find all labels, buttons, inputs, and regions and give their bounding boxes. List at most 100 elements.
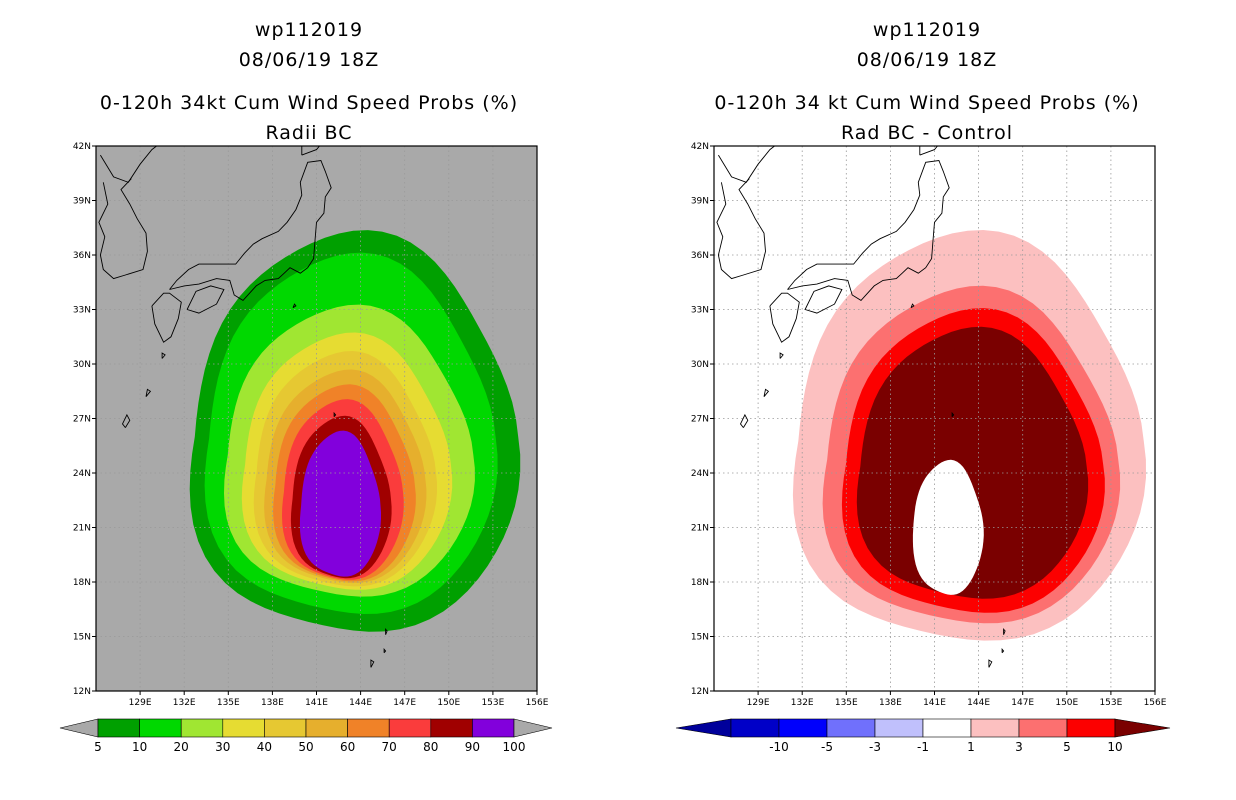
colorbar-label: 3 xyxy=(1015,740,1023,754)
coastline-segment xyxy=(1001,647,1005,654)
coastline-segment xyxy=(151,292,182,343)
colorbar-swatch xyxy=(778,718,828,738)
coastline-segment xyxy=(951,411,955,417)
y-tick-label: 18N xyxy=(73,578,91,588)
colorbar-label: -5 xyxy=(821,740,833,754)
y-tick-label: 21N xyxy=(691,524,709,534)
coastline-segment xyxy=(804,285,843,314)
coastline-segment xyxy=(718,146,800,183)
colorbar-label: 5 xyxy=(1063,740,1071,754)
left-panel: wp112019 08/06/19 18Z 0-120h 34kt Cum Wi… xyxy=(59,19,553,754)
colorbar-label: -1 xyxy=(917,740,929,754)
x-tick-label: 147E xyxy=(393,698,416,708)
y-tick-label: 39N xyxy=(73,197,91,207)
coastline-segment xyxy=(383,647,387,654)
coastline-segment xyxy=(292,303,297,309)
colorbar-under-triangle xyxy=(59,718,99,738)
colorbar-over-triangle xyxy=(513,718,553,738)
x-tick-label: 141E xyxy=(305,698,328,708)
y-tick-label: 15N xyxy=(73,633,91,643)
coastline-segment xyxy=(685,459,689,466)
colorbar-swatch xyxy=(1066,718,1116,738)
left-title-line-2: 08/06/19 18Z xyxy=(239,49,380,71)
y-tick-label: 30N xyxy=(73,360,91,370)
coastline-segment xyxy=(763,388,770,397)
right-title-line-4: Rad BC - Control xyxy=(841,122,1013,144)
colorbar-swatch xyxy=(97,718,140,738)
x-tick-label: 153E xyxy=(1099,698,1122,708)
y-tick-label: 30N xyxy=(691,360,709,370)
x-tick-label: 138E xyxy=(261,698,284,708)
colorbar-swatch xyxy=(222,718,265,738)
coastline-segment xyxy=(186,285,225,314)
right-title-line-3: 0-120h 34 kt Cum Wind Speed Probs (%) xyxy=(714,92,1139,114)
coastline-segment xyxy=(769,292,800,343)
coastline-segment xyxy=(169,160,332,301)
grid xyxy=(714,146,1155,691)
colorbar-swatch xyxy=(922,718,972,738)
coastline-segment xyxy=(739,413,749,428)
coastline-segment xyxy=(145,388,152,397)
colorbar-label: 70 xyxy=(382,740,397,754)
colorbar-swatch xyxy=(430,718,473,738)
y-tick-label: 33N xyxy=(691,306,709,316)
y-tick-label: 36N xyxy=(691,251,709,261)
coastline-segment xyxy=(370,659,375,668)
colorbar-label: 100 xyxy=(503,740,526,754)
y-tick-label: 27N xyxy=(691,415,709,425)
y-tick-label: 24N xyxy=(691,469,709,479)
y-tick-label: 42N xyxy=(691,142,709,152)
x-tick-label: 144E xyxy=(967,698,990,708)
coastline-segment xyxy=(988,659,993,668)
colorbar-swatch xyxy=(826,718,876,738)
right-colorbar: -10 -5 -3 -1 1 3 5 10 xyxy=(675,718,1171,754)
y-tick-label: 18N xyxy=(691,578,709,588)
x-tick-label: 147E xyxy=(1011,698,1034,708)
right-title-line-2: 08/06/19 18Z xyxy=(857,49,998,71)
colorbar-label: 80 xyxy=(423,740,438,754)
colorbar-label: 10 xyxy=(1107,740,1122,754)
coastline-segment xyxy=(385,627,388,635)
y-tick-label: 42N xyxy=(73,142,91,152)
x-tick-label: 156E xyxy=(1144,698,1167,708)
x-tick-label: 150E xyxy=(1055,698,1078,708)
right-panel: wp112019 08/06/19 18Z 0-120h 34 kt Cum W… xyxy=(675,19,1171,754)
x-tick-label: 138E xyxy=(879,698,902,708)
coastline-segment xyxy=(121,413,131,428)
right-map: 42N 39N 36N 33N 30N 27N 24N 21N 18N 15N 12N 129E 132… xyxy=(685,142,1167,708)
x-tick-label: 135E xyxy=(835,698,858,708)
colorbar-label: 20 xyxy=(174,740,189,754)
contour-level-90 xyxy=(299,430,381,577)
left-title-line-3: 0-120h 34kt Cum Wind Speed Probs (%) xyxy=(100,92,518,114)
coastline-segment xyxy=(779,352,784,359)
y-tick-label: 27N xyxy=(73,415,91,425)
coastline-segment xyxy=(910,303,915,309)
y-tick-label: 15N xyxy=(691,633,709,643)
x-tick-label: 141E xyxy=(923,698,946,708)
colorbar-label: 1 xyxy=(967,740,975,754)
left-colorbar: 5 10 20 30 40 50 60 70 80 90 100 xyxy=(59,718,553,754)
colorbar-label: 10 xyxy=(132,740,147,754)
coastline-segment xyxy=(67,459,71,466)
colorbar-label: 30 xyxy=(215,740,230,754)
y-tick-label: 39N xyxy=(691,197,709,207)
colorbar-swatch xyxy=(472,718,515,738)
x-tick-label: 150E xyxy=(437,698,460,708)
coastline-segment xyxy=(100,146,182,183)
coastline-segment xyxy=(1003,627,1006,635)
coastline-segment xyxy=(333,411,337,417)
y-tick-label: 12N xyxy=(73,687,91,697)
colorbar-label: 5 xyxy=(94,740,102,754)
colorbar-label: -3 xyxy=(869,740,881,754)
y-tick-label: 33N xyxy=(73,306,91,316)
colorbar-label: 90 xyxy=(465,740,480,754)
coastline-segment xyxy=(98,178,148,280)
coastline-segment xyxy=(161,352,166,359)
coastlines xyxy=(67,146,388,668)
colorbar-swatch xyxy=(347,718,390,738)
left-title-line-4: Radii BC xyxy=(265,122,352,144)
x-tick-label: 144E xyxy=(349,698,372,708)
colorbar-swatch xyxy=(970,718,1020,738)
colorbar-label: -10 xyxy=(769,740,789,754)
